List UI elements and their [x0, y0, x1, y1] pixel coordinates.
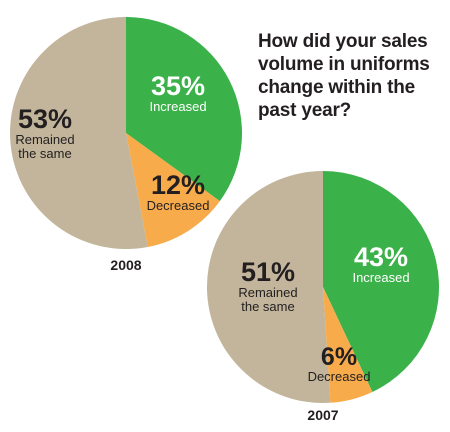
- slice-category-label: Decreased: [308, 369, 371, 384]
- year-label: 2007: [307, 407, 338, 423]
- slice-category-label: Increased: [352, 270, 409, 285]
- pie-slice-decreased: [126, 133, 220, 247]
- pie-slice-increased: [126, 17, 243, 202]
- slice-category-label: Remained the same: [15, 132, 74, 161]
- question-title: How did your sales volume in uniforms ch…: [258, 31, 430, 121]
- slice-category-label: Decreased: [147, 198, 210, 213]
- pie-slice-decreased: [323, 287, 373, 403]
- slice-percent-label: 43%: [354, 242, 408, 272]
- pie-slice-remained-the-same: [206, 171, 331, 403]
- slice-percent-label: 12%: [151, 170, 205, 200]
- pie-chart-2008: 35%Increased 12%Decreased 53%Remained the s…: [10, 17, 243, 273]
- slice-category-label: Remained the same: [238, 285, 297, 314]
- slice-category-label: Increased: [149, 99, 206, 114]
- slice-percent-label: 35%: [151, 71, 205, 101]
- pie-slice-remained-the-same: [10, 17, 148, 249]
- slice-percent-label: 53%: [18, 104, 72, 134]
- pie-slice-increased: [323, 171, 439, 392]
- slice-percent-label: 6%: [321, 343, 357, 371]
- pie-chart-2007: 43%Increased 6%Decreased 51%Remained the sa…: [206, 171, 439, 423]
- year-label: 2008: [110, 257, 141, 273]
- slice-percent-label: 51%: [241, 257, 295, 287]
